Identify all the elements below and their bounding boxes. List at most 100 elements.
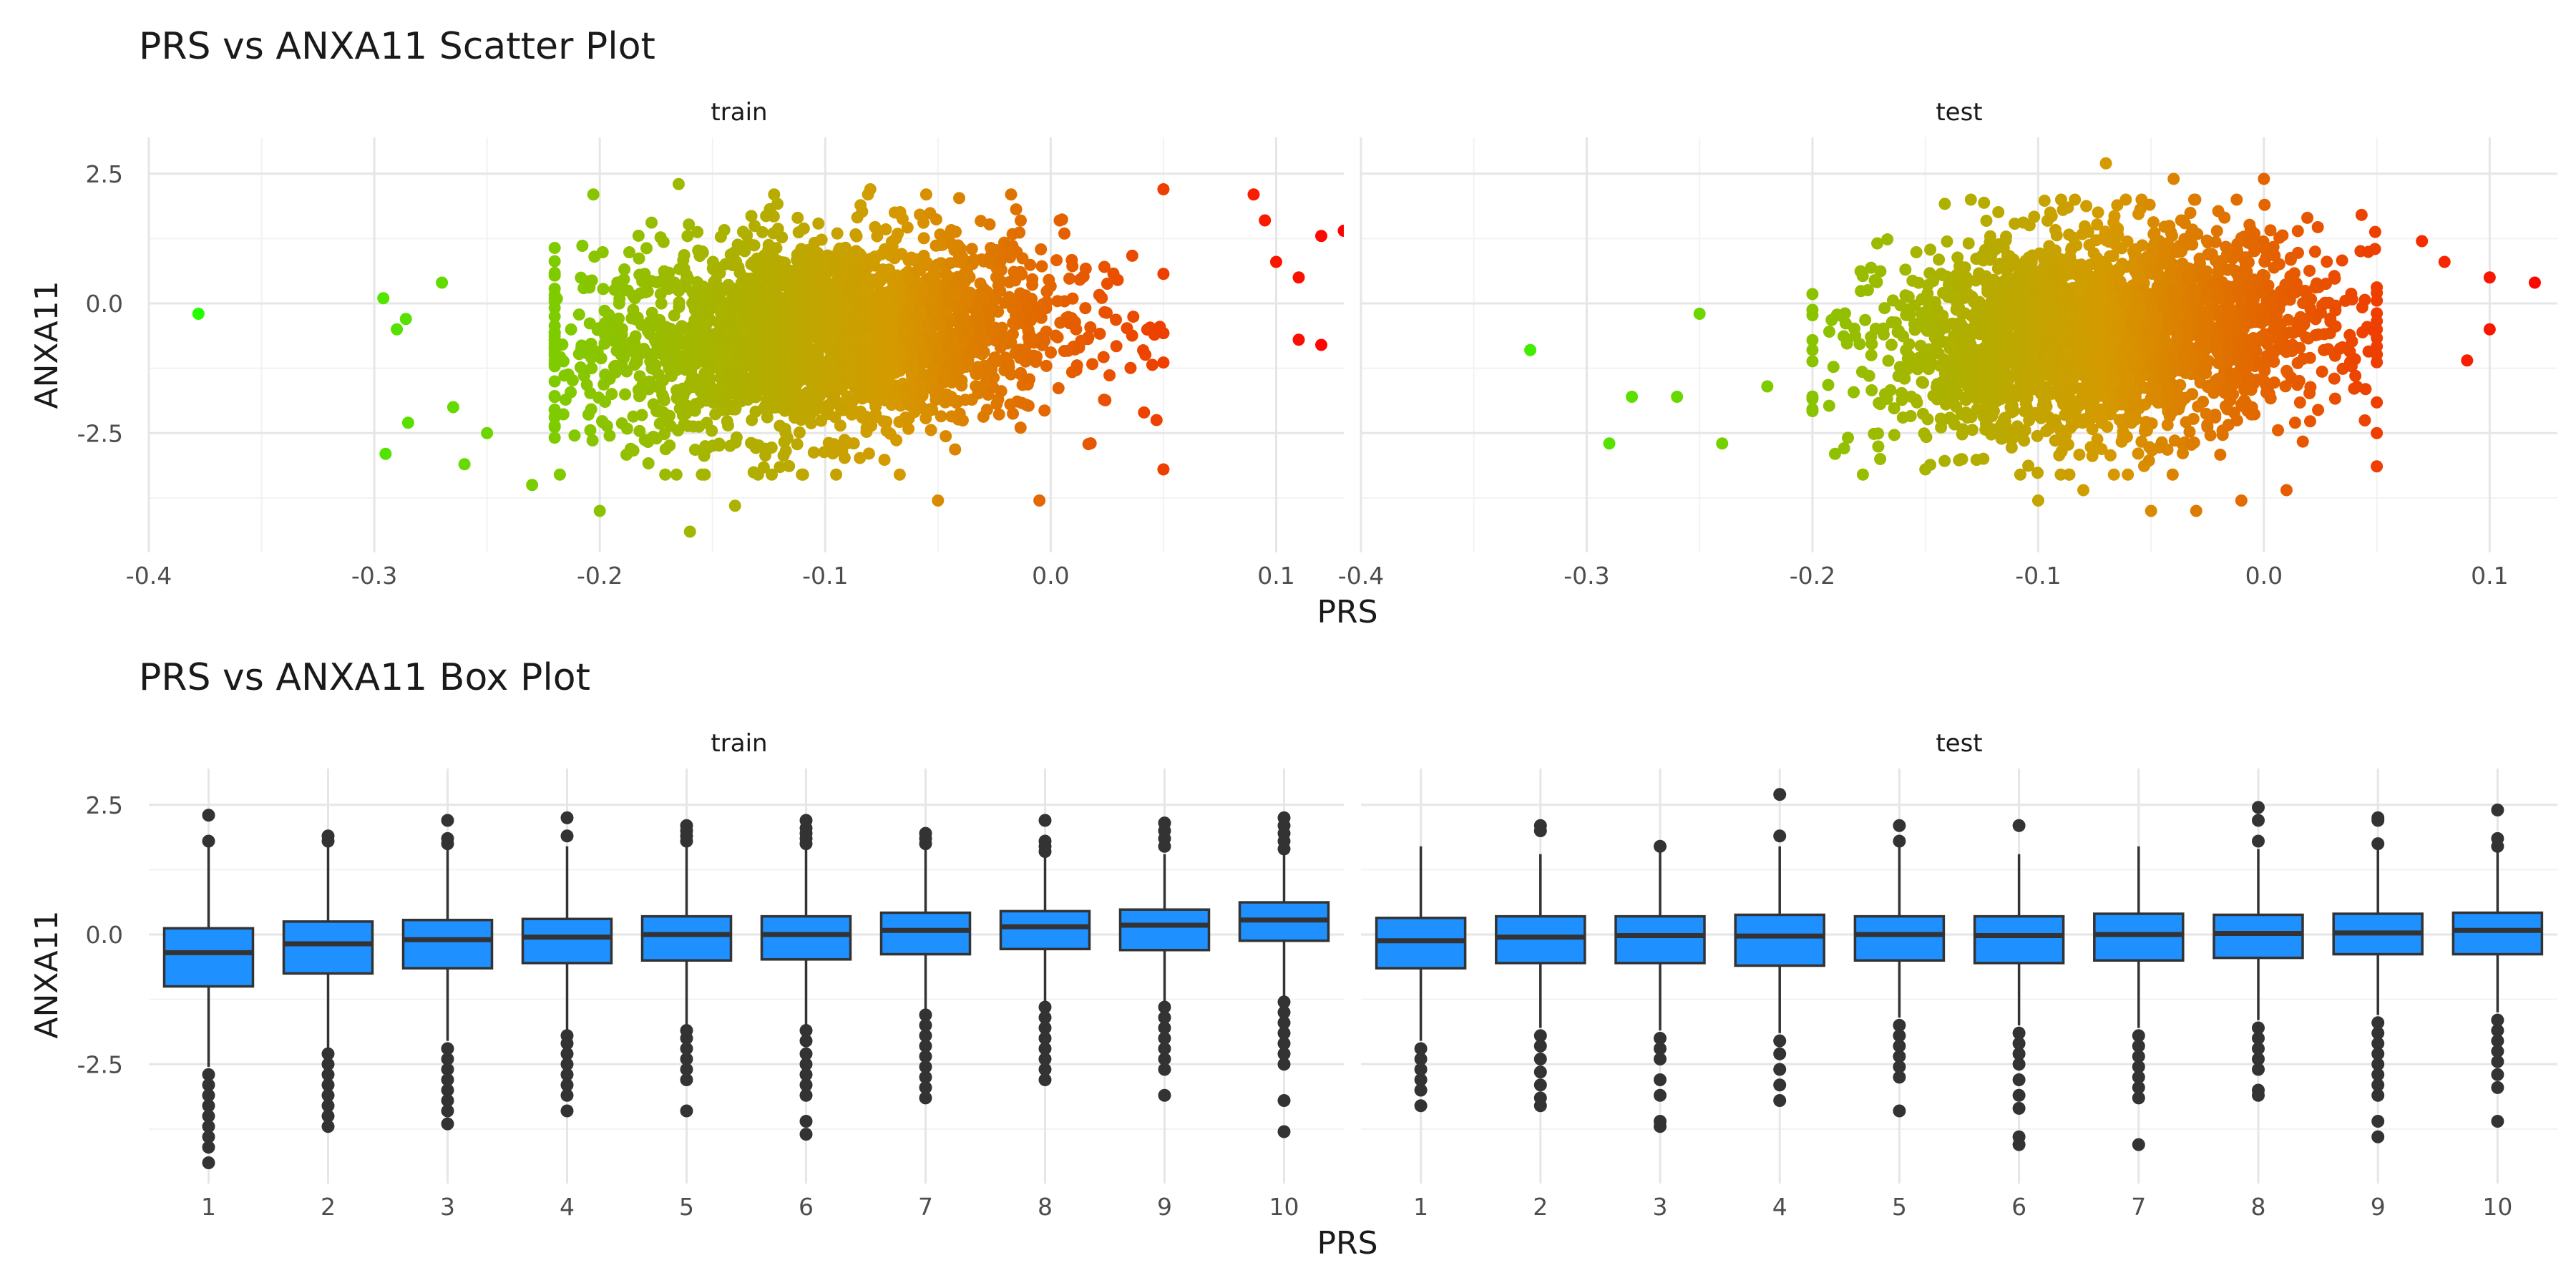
scatter-point xyxy=(881,325,894,338)
scatter-point xyxy=(681,230,694,243)
scatter-point xyxy=(952,413,965,426)
scatter-point xyxy=(1016,252,1029,265)
scatter-point xyxy=(877,415,890,428)
scatter-point xyxy=(847,437,860,450)
scatter-point xyxy=(819,356,831,369)
scatter-points-test xyxy=(1524,157,2541,517)
scatter-point xyxy=(1868,274,1881,287)
scatter-point xyxy=(2328,392,2341,405)
scatter-point xyxy=(930,213,942,226)
scatter-point xyxy=(2243,218,2256,231)
scatter-point xyxy=(854,199,867,212)
scatter-point xyxy=(737,328,750,341)
scatter-point xyxy=(2311,220,2324,233)
scatter-point xyxy=(588,250,601,263)
scatter-point xyxy=(2106,291,2119,303)
scatter-strip-test: test xyxy=(1936,98,1982,127)
scatter-point xyxy=(1035,311,1048,324)
scatter-point xyxy=(733,266,746,279)
scatter-point xyxy=(2092,206,2104,219)
scatter-point xyxy=(642,457,655,469)
scatter-point xyxy=(2320,278,2333,291)
scatter-point xyxy=(1825,313,1838,326)
scatter-point xyxy=(716,341,728,354)
scatter-point xyxy=(2107,468,2120,481)
scatter-point xyxy=(963,286,976,299)
scatter-point xyxy=(2122,468,2135,481)
scatter-point xyxy=(967,343,980,356)
scatter-point xyxy=(920,406,933,419)
scatter-point xyxy=(2299,286,2312,299)
scatter-point xyxy=(2252,275,2265,288)
scatter-point xyxy=(776,374,789,386)
scatter-point xyxy=(849,228,862,240)
scatter-point xyxy=(1941,235,1953,248)
scatter-point xyxy=(2328,372,2341,385)
scatter-point xyxy=(1000,351,1013,364)
scatter-point xyxy=(2132,447,2145,460)
scatter-point xyxy=(693,310,706,323)
scatter-point xyxy=(982,313,995,326)
scatter-point xyxy=(1099,394,1112,406)
scatter-point xyxy=(771,343,784,356)
scatter-point xyxy=(1994,307,2006,320)
scatter-point xyxy=(2279,380,2292,393)
scatter-point xyxy=(745,356,758,369)
scatter-point xyxy=(942,230,955,243)
scatter-point xyxy=(2219,400,2232,413)
scatter-point xyxy=(640,242,653,255)
scatter-point xyxy=(902,272,915,285)
scatter-point xyxy=(2371,307,2384,320)
scatter-point xyxy=(995,336,1008,348)
scatter-point xyxy=(691,379,704,392)
scatter-point xyxy=(774,419,786,432)
scatter-point xyxy=(2171,245,2184,258)
scatter-point xyxy=(723,439,736,452)
scatter-point xyxy=(2293,396,2306,409)
scatter-point xyxy=(757,461,770,474)
scatter-point xyxy=(897,325,910,338)
scatter-point xyxy=(1014,351,1027,364)
scatter-point xyxy=(633,252,645,265)
scatter-point xyxy=(2316,365,2328,378)
scatter-point xyxy=(2221,263,2234,276)
scatter-point xyxy=(595,352,608,365)
scatter-point xyxy=(2291,225,2304,238)
scatter-point xyxy=(1933,253,1946,266)
scatter-point xyxy=(932,494,945,507)
scatter-point xyxy=(2057,203,2069,216)
scatter-point xyxy=(875,315,888,328)
scatter-point xyxy=(2276,229,2289,242)
scatter-point xyxy=(2214,448,2227,461)
scatter-point xyxy=(703,303,716,316)
scatter-point xyxy=(887,367,899,380)
scatter-point xyxy=(2200,407,2212,420)
scatter-point xyxy=(713,303,726,316)
scatter-point xyxy=(882,376,894,389)
scatter-point xyxy=(856,368,869,381)
scatter-point xyxy=(966,258,979,270)
scatter-point xyxy=(2294,311,2307,323)
scatter-point xyxy=(548,411,561,424)
scatter-point xyxy=(1002,296,1015,308)
scatter-point xyxy=(693,325,706,338)
scatter-point xyxy=(658,394,670,406)
scatter-point xyxy=(641,285,654,298)
scatter-point xyxy=(2212,357,2225,370)
scatter-point xyxy=(2062,293,2074,306)
scatter-point xyxy=(2210,335,2223,348)
scatter-point xyxy=(905,369,918,382)
scatter-point xyxy=(1053,214,1066,227)
scatter-point xyxy=(854,405,867,418)
scatter-point xyxy=(597,283,610,296)
scatter-point xyxy=(1978,196,1991,209)
scatter-point xyxy=(1991,333,2004,346)
scatter-point xyxy=(2336,254,2348,267)
scatter-point xyxy=(548,310,561,323)
scatter-point xyxy=(758,336,771,348)
scatter-point xyxy=(1994,322,2007,335)
scatter-point xyxy=(2104,449,2117,462)
scatter-point xyxy=(992,408,1005,421)
scatter-point xyxy=(1157,463,1170,476)
scatter-point xyxy=(980,404,993,416)
